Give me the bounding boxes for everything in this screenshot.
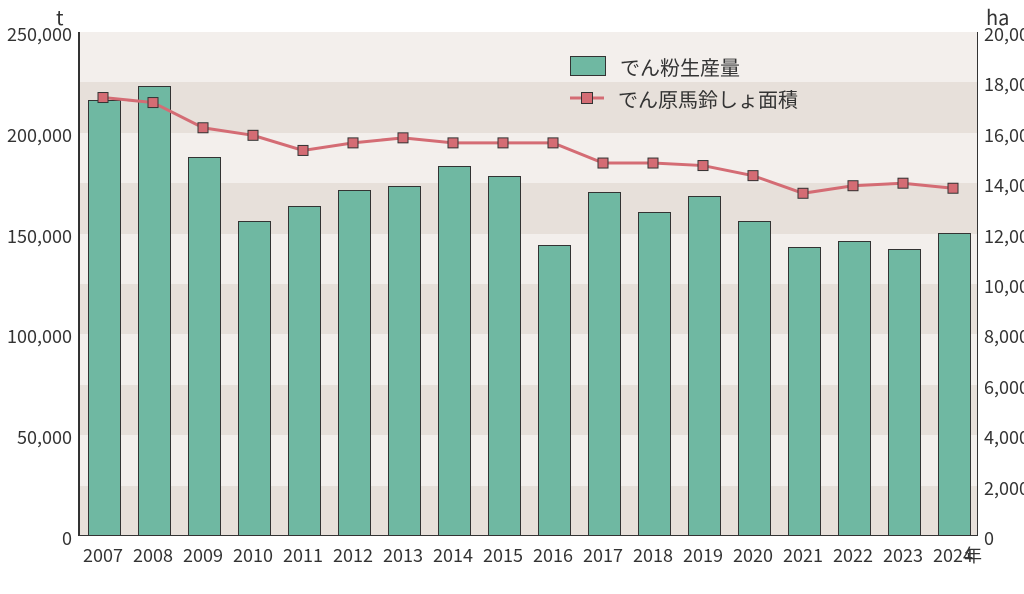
y-right-tick-label: 14,000 [984,172,1024,198]
chart-container: t ha でん粉生産量 でん原馬鈴しょ面積 050,000100,000150,… [0,0,1024,594]
y-left-tick-label: 150,000 [2,223,72,249]
y-right-tick-label: 20,000 [984,21,1024,47]
line-marker [898,178,908,188]
x-tick-label: 2023 [883,542,923,568]
x-tick-label: 2017 [583,542,623,568]
line-marker [348,138,358,148]
x-tick-label: 2008 [133,542,173,568]
x-tick-label: 2015 [483,542,523,568]
line-marker [298,145,308,155]
line-marker [398,133,408,143]
legend-label-bars: でん粉生産量 [620,52,740,81]
y-right-tick-label: 18,000 [984,71,1024,97]
legend-swatch-line [570,89,604,107]
line-series [78,32,978,536]
x-tick-label: 2011 [283,542,323,568]
y-right-tick-label: 10,000 [984,273,1024,299]
x-tick-label: 2020 [733,542,773,568]
legend-swatch-bar [570,56,606,76]
x-tick-label: 2010 [233,542,273,568]
y-right-tick-label: 12,000 [984,223,1024,249]
x-tick-label: 2007 [83,542,123,568]
line-marker [448,138,458,148]
x-tick-label: 2014 [433,542,473,568]
x-tick-label: 2019 [683,542,723,568]
x-tick-label: 2021 [783,542,823,568]
x-tick-label: 2013 [383,542,423,568]
x-tick-label: 2009 [183,542,223,568]
x-axis-suffix: 年 [964,542,982,568]
axis-line [977,32,979,536]
line-marker [698,161,708,171]
line-marker [798,188,808,198]
y-right-tick-label: 2,000 [984,475,1024,501]
y-left-tick-label: 200,000 [2,122,72,148]
line-marker [248,130,258,140]
y-right-tick-label: 4,000 [984,424,1024,450]
x-tick-label: 2016 [533,542,573,568]
y-left-tick-label: 0 [2,525,72,551]
line-marker [948,183,958,193]
axis-line [78,32,80,536]
line-marker [748,171,758,181]
line-marker [498,138,508,148]
x-tick-label: 2018 [633,542,673,568]
line-marker [648,158,658,168]
x-tick-label: 2022 [833,542,873,568]
line-marker [98,93,108,103]
y-right-tick-label: 8,000 [984,323,1024,349]
y-left-tick-label: 50,000 [2,424,72,450]
y-right-tick-label: 6,000 [984,374,1024,400]
plot-area [78,32,978,536]
y-right-tick-label: 0 [984,525,1024,551]
y-right-tick-label: 16,000 [984,122,1024,148]
line-marker [198,123,208,133]
line-marker [598,158,608,168]
legend: でん粉生産量 でん原馬鈴しょ面積 [570,50,798,114]
x-tick-label: 2012 [333,542,373,568]
y-left-tick-label: 250,000 [2,21,72,47]
line-marker [548,138,558,148]
legend-label-line: でん原馬鈴しょ面積 [618,84,798,113]
line-marker [848,181,858,191]
y-left-tick-label: 100,000 [2,323,72,349]
legend-item-line: でん原馬鈴しょ面積 [570,82,798,114]
legend-item-bars: でん粉生産量 [570,50,798,82]
line-path [103,98,953,194]
line-marker [148,98,158,108]
axis-line [78,535,978,537]
